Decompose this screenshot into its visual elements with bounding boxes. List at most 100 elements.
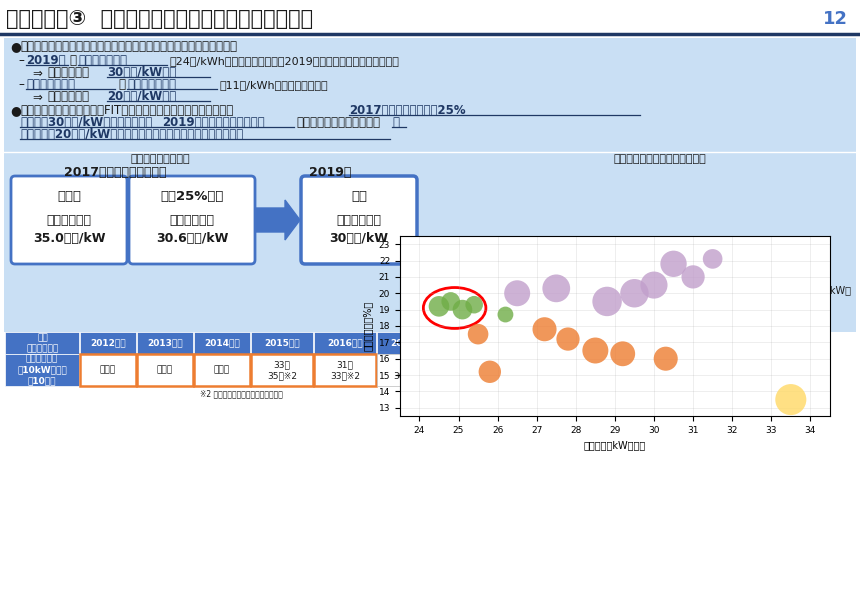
- Point: [456, 305, 470, 314]
- FancyBboxPatch shape: [623, 332, 692, 354]
- Text: （11円/kWh）並みの売電価格: （11円/kWh）並みの売電価格: [219, 80, 328, 90]
- FancyBboxPatch shape: [566, 332, 622, 354]
- Text: ※6kW台のパネル設置時のシステム費用: ※6kW台のパネル設置時のシステム費用: [468, 304, 576, 313]
- Text: 場では既に20万円/kW台前半で取引されている事例も見られる。: 場では既に20万円/kW台前半で取引されている事例も見られる。: [20, 129, 243, 142]
- FancyBboxPatch shape: [137, 354, 193, 386]
- FancyBboxPatch shape: [503, 332, 565, 354]
- Text: できるだけ早期: できるだけ早期: [26, 78, 75, 91]
- Point: [616, 349, 630, 359]
- Text: 2020年度: 2020年度: [577, 339, 612, 348]
- Text: 2012年度: 2012年度: [90, 339, 126, 348]
- Text: 2017年度: 2017年度: [390, 339, 427, 348]
- Text: 2014年度: 2014年度: [205, 339, 241, 348]
- Text: 市: 市: [392, 116, 399, 129]
- FancyBboxPatch shape: [129, 176, 255, 264]
- FancyBboxPatch shape: [314, 332, 376, 354]
- FancyBboxPatch shape: [5, 332, 79, 354]
- FancyBboxPatch shape: [4, 38, 856, 332]
- Text: システム費用: システム費用: [46, 214, 91, 227]
- Text: 28円
30円※2: 28円 30円※2: [393, 360, 423, 380]
- Text: システム費用については、FIT制度の定期報告データにおいては、: システム費用については、FIT制度の定期報告データにおいては、: [20, 104, 233, 117]
- Text: 2015年度: 2015年度: [265, 339, 300, 348]
- Text: ＜定期報告データ＞: ＜定期報告データ＞: [130, 154, 190, 164]
- Point: [588, 346, 602, 355]
- Text: システム費用: システム費用: [47, 67, 89, 80]
- Text: 24円
26円※2: 24円 26円※2: [518, 360, 550, 380]
- Text: （万円/kW）: （万円/kW）: [810, 285, 852, 295]
- Point: [550, 284, 563, 293]
- Point: [561, 335, 574, 344]
- Point: [471, 329, 485, 339]
- Point: [444, 297, 458, 306]
- Text: （24円/kWh）並みの売電価格（2019年度調達価格として設定済）: （24円/kWh）並みの売電価格（2019年度調達価格として設定済）: [170, 56, 400, 66]
- Text: 2017年設置案件（新築）: 2017年設置案件（新築）: [64, 166, 166, 179]
- FancyBboxPatch shape: [440, 332, 502, 354]
- Point: [499, 310, 513, 319]
- Point: [600, 297, 614, 306]
- Y-axis label: 設置容量率（%）: 設置容量率（%）: [363, 301, 373, 351]
- FancyBboxPatch shape: [623, 354, 692, 386]
- Text: ３８円: ３８円: [157, 365, 173, 375]
- Text: 31円
33円※2: 31円 33円※2: [330, 360, 360, 380]
- Text: システム費用: システム費用: [47, 90, 89, 103]
- Text: システム費用: システム費用: [169, 214, 214, 227]
- Text: 2017年設置案件の上位25%: 2017年設置案件の上位25%: [349, 104, 465, 117]
- Text: に: に: [118, 78, 125, 91]
- X-axis label: 相場価格（kW単価）: 相場価格（kW単価）: [584, 440, 646, 450]
- Text: ４２円: ４２円: [100, 365, 116, 375]
- Text: ３７円: ３７円: [214, 365, 230, 375]
- Point: [432, 301, 445, 311]
- Point: [467, 300, 481, 309]
- Text: 12: 12: [823, 10, 848, 28]
- Polygon shape: [256, 200, 300, 240]
- Text: ＜市場における取引価格の例＞: ＜市場における取引価格の例＞: [614, 154, 706, 164]
- Text: 市場価格: 市場価格: [647, 365, 668, 375]
- Text: 2019年: 2019年: [309, 166, 351, 179]
- Point: [510, 289, 524, 298]
- Text: 2016年度: 2016年度: [328, 339, 363, 348]
- FancyBboxPatch shape: [566, 354, 622, 386]
- Point: [686, 272, 700, 281]
- FancyBboxPatch shape: [80, 332, 136, 354]
- Text: –: –: [18, 78, 24, 91]
- FancyBboxPatch shape: [80, 354, 136, 386]
- Text: 水準が約30万円/kWであり、これを: 水準が約30万円/kWであり、これを: [20, 116, 152, 129]
- Text: ●: ●: [10, 41, 21, 54]
- Text: ※2 出力制御対応機能設置義務除外り: ※2 出力制御対応機能設置義務除外り: [200, 389, 283, 398]
- Point: [784, 395, 798, 404]
- Text: としている。その一方で、: としている。その一方で、: [296, 116, 380, 129]
- FancyBboxPatch shape: [503, 354, 565, 386]
- Text: 20万円/kW相当: 20万円/kW相当: [107, 90, 176, 103]
- Text: ●: ●: [10, 104, 21, 117]
- FancyBboxPatch shape: [11, 176, 127, 264]
- Point: [483, 367, 497, 376]
- FancyBboxPatch shape: [194, 332, 250, 354]
- Text: 目標: 目標: [351, 191, 367, 204]
- Text: 上位25%水準: 上位25%水準: [160, 191, 224, 204]
- Point: [659, 354, 673, 363]
- Text: システム費用: システム費用: [336, 214, 382, 227]
- Text: 2019年度: 2019年度: [517, 339, 552, 348]
- Text: 太陽光発電③  住宅用太陽光発電の発電コストの状況: 太陽光発電③ 住宅用太陽光発電の発電コストの状況: [6, 9, 313, 29]
- Text: 35.0万円/kW: 35.0万円/kW: [33, 231, 105, 244]
- Text: 30.6万円/kW: 30.6万円/kW: [156, 231, 228, 244]
- Text: 卸電力取引市場: 卸電力取引市場: [127, 78, 176, 91]
- FancyBboxPatch shape: [251, 332, 313, 354]
- Text: 30万円/kW相当: 30万円/kW相当: [107, 67, 176, 80]
- Text: ⇒: ⇒: [32, 67, 42, 80]
- FancyBboxPatch shape: [377, 332, 439, 354]
- FancyBboxPatch shape: [301, 176, 417, 264]
- Text: 2018年度: 2018年度: [454, 339, 489, 348]
- Text: できるだけ
早期に: できるだけ 早期に: [644, 333, 672, 353]
- Text: 家庭用電力料金: 家庭用電力料金: [78, 54, 127, 67]
- Text: （出典）㈱ソーラーパートナーズHPより引用: （出典）㈱ソーラーパートナーズHPより引用: [468, 296, 582, 304]
- Point: [538, 324, 551, 334]
- Text: に: に: [69, 54, 76, 67]
- Text: 中央値: 中央値: [57, 191, 81, 204]
- Text: –: –: [18, 54, 24, 67]
- FancyBboxPatch shape: [194, 354, 250, 386]
- Text: 電源
【調達期間】: 電源 【調達期間】: [27, 333, 58, 353]
- Text: 住宅用太陽光
（10kW未満）
【10年】: 住宅用太陽光 （10kW未満） 【10年】: [17, 355, 67, 386]
- Text: 2013年度: 2013年度: [148, 339, 183, 348]
- Text: 住宅用太陽光発電については、以下の価格目標を掲げているところ。: 住宅用太陽光発電については、以下の価格目標を掲げているところ。: [20, 41, 237, 54]
